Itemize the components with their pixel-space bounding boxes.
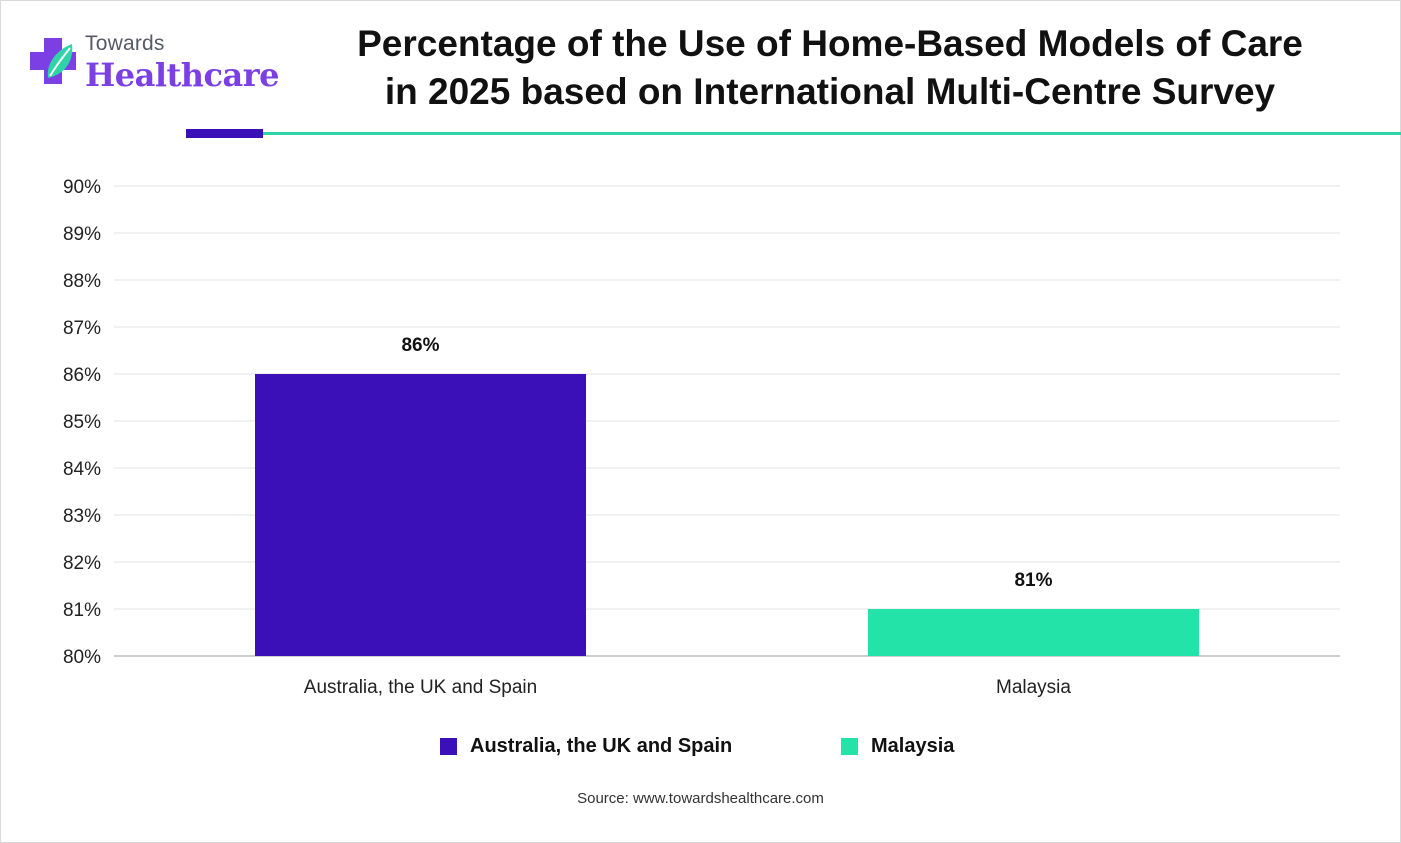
chart-title-line-1: Percentage of the Use of Home-Based Mode… <box>357 23 1303 64</box>
y-tick-label: 85% <box>63 412 101 433</box>
legend-item-malaysia: Malaysia <box>841 733 954 759</box>
y-tick-label: 90% <box>63 177 101 198</box>
legend-item-australia-uk-spain: Australia, the UK and Spain <box>440 733 732 759</box>
cross-leaf-icon <box>30 38 76 84</box>
data-label: 81% <box>1014 570 1052 591</box>
y-tick-label: 86% <box>63 365 101 386</box>
brand-name-top: Towards <box>85 32 165 55</box>
x-tick-label: Malaysia <box>996 677 1071 698</box>
title-underline-green <box>186 132 1401 135</box>
source-note: Source: www.towardshealthcare.com <box>577 790 824 807</box>
y-tick-label: 87% <box>63 318 101 339</box>
bar <box>254 374 587 656</box>
brand-logo: Towards Healthcare <box>26 28 279 98</box>
y-tick-label: 81% <box>63 600 101 621</box>
y-tick-label: 84% <box>63 459 101 480</box>
legend-swatch-australia-uk-spain <box>440 737 457 755</box>
y-tick-label: 89% <box>63 224 101 245</box>
chart-title-line-2: in 2025 based on International Multi-Cen… <box>384 71 1276 112</box>
chart-title: Percentage of the Use of Home-Based Mode… <box>285 20 1375 116</box>
bar <box>867 609 1200 656</box>
title-underline-accent <box>186 129 263 138</box>
legend-swatch-malaysia <box>841 737 858 755</box>
brand-name-bottom: Healthcare <box>85 56 279 94</box>
y-tick-label: 83% <box>63 506 101 527</box>
data-label: 86% <box>401 335 439 356</box>
y-tick-label: 88% <box>63 271 101 292</box>
legend-label-malaysia: Malaysia <box>871 734 955 757</box>
legend-label-australia-uk-spain: Australia, the UK and Spain <box>470 734 733 757</box>
y-tick-label: 82% <box>63 553 101 574</box>
x-tick-label: Australia, the UK and Spain <box>304 677 537 698</box>
y-tick-label: 80% <box>63 647 101 668</box>
